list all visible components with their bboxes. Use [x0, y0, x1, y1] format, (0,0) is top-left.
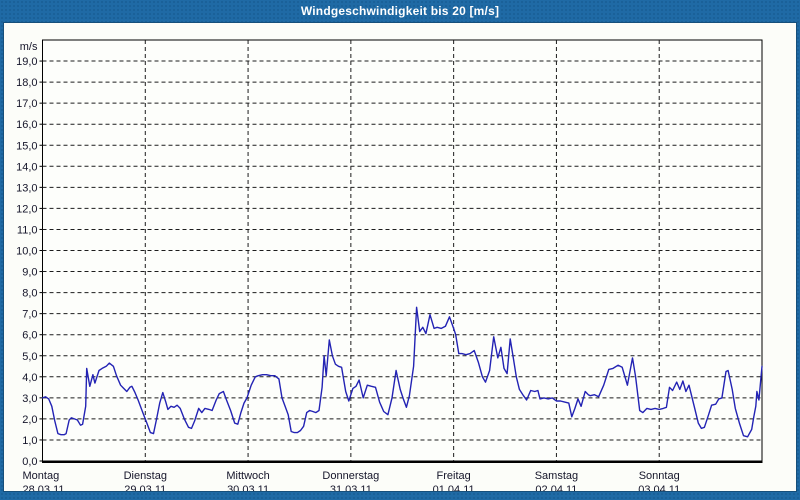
y-tick-label: 9,0	[22, 267, 37, 279]
day-label: Dienstag	[124, 470, 167, 482]
y-tick-label: 13,0	[16, 182, 37, 194]
chart-title: Windgeschwindigkeit bis 20 [m/s]	[300, 4, 500, 18]
y-tick-label: 1,0	[22, 435, 37, 447]
wind-speed-line	[41, 306, 763, 438]
date-label: 01.04.11	[433, 484, 475, 491]
day-label: Samstag	[535, 470, 578, 482]
window-title-bar[interactable]: Windgeschwindigkeit bis 20 [m/s]	[0, 0, 800, 22]
y-tick-label: 3,0	[22, 393, 37, 405]
y-tick-label: 11,0	[17, 224, 38, 236]
y-tick-label: 7,0	[22, 309, 37, 321]
y-tick-label: 0,0	[22, 456, 37, 468]
day-label: Donnerstag	[322, 470, 379, 482]
day-label: Montag	[23, 470, 60, 482]
y-tick-label: 2,0	[22, 414, 37, 426]
date-label: 30.03.11	[227, 484, 269, 491]
chart-panel: 0,0 1,0 2,0 3,0 4,0 5,0 6,0 7,0 8,0 9,0 10,0 11,0 12…	[3, 22, 797, 492]
y-tick-label: 19,0	[16, 56, 37, 68]
y-tick-label: 5,0	[22, 351, 37, 363]
y-tick-label: 6,0	[22, 330, 37, 342]
y-tick-label: 12,0	[16, 203, 37, 215]
date-label: 29.03.11	[124, 484, 166, 491]
y-tick-label: 16,0	[16, 119, 37, 131]
y-tick-label: 17,0	[16, 98, 37, 110]
y-tick-label: 15,0	[16, 140, 37, 152]
day-label: Mittwoch	[226, 470, 269, 482]
day-label: Sonntag	[639, 470, 680, 482]
y-tick-label: 8,0	[22, 288, 37, 300]
date-label: 28.03.11	[23, 484, 65, 491]
y-tick-label: 4,0	[22, 372, 37, 384]
date-label: 02.04.11	[535, 484, 577, 491]
y-tick-label: 10,0	[16, 246, 37, 258]
date-label: 03.04.11	[638, 484, 680, 491]
wind-speed-chart: 0,0 1,0 2,0 3,0 4,0 5,0 6,0 7,0 8,0 9,0 10,0 11,0 12…	[16, 39, 763, 491]
y-axis-unit-label: m/s	[20, 41, 38, 53]
y-tick-label: 14,0	[16, 161, 37, 173]
y-tick-label: 18,0	[16, 77, 37, 89]
day-label: Freitag	[437, 470, 471, 482]
date-label: 31.03.11	[330, 484, 372, 491]
